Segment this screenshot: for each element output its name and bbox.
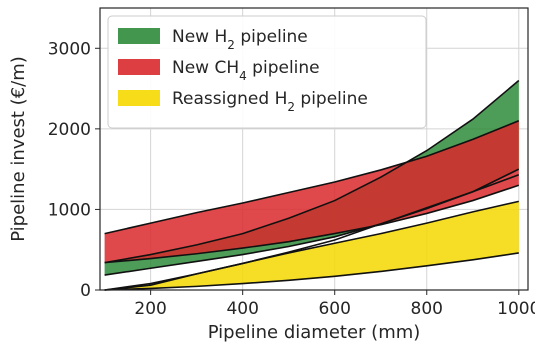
x-tick-label: 800	[411, 299, 443, 319]
y-axis-label: Pipeline invest (€/m)	[8, 56, 29, 242]
x-tick-label: 600	[318, 299, 350, 319]
legend-swatch-3	[118, 90, 160, 106]
legend-swatch-1	[118, 28, 160, 44]
upper-line-series-2	[104, 120, 520, 235]
x-tick-label: 200	[134, 299, 166, 319]
x-axis-label: Pipeline diameter (mm)	[208, 322, 421, 343]
series-lines	[104, 79, 520, 291]
x-tick-label: 400	[226, 299, 258, 319]
legend: New H2 pipeline New CH4 pipeline Reassigne…	[107, 15, 427, 129]
legend-label-1: New H2 pipeline	[172, 27, 308, 52]
extra-line-1	[104, 174, 520, 291]
y-tick-label: 1000	[48, 200, 91, 220]
legend-box	[107, 15, 427, 129]
plot-frame	[99, 7, 529, 291]
upper-line-series-1	[104, 79, 520, 264]
x-tick-label: 1000	[497, 299, 535, 319]
area-series-3	[104, 201, 519, 290]
lower-line-series-2	[104, 184, 520, 264]
x-axis-ticks: 200 400 600 800 1000	[134, 290, 535, 319]
area-series-2	[104, 120, 519, 263]
y-tick-label: 2000	[48, 120, 91, 140]
legend-label-3: Reassigned H2 pipeline	[172, 89, 368, 114]
legend-label-2: New CH4 pipeline	[172, 58, 320, 83]
y-axis-ticks: 0 1000 2000 3000	[48, 39, 100, 301]
lower-line-series-3	[104, 252, 519, 291]
y-tick-label: 0	[80, 281, 91, 301]
legend-swatch-2	[118, 59, 160, 75]
y-tick-label: 3000	[48, 39, 91, 59]
